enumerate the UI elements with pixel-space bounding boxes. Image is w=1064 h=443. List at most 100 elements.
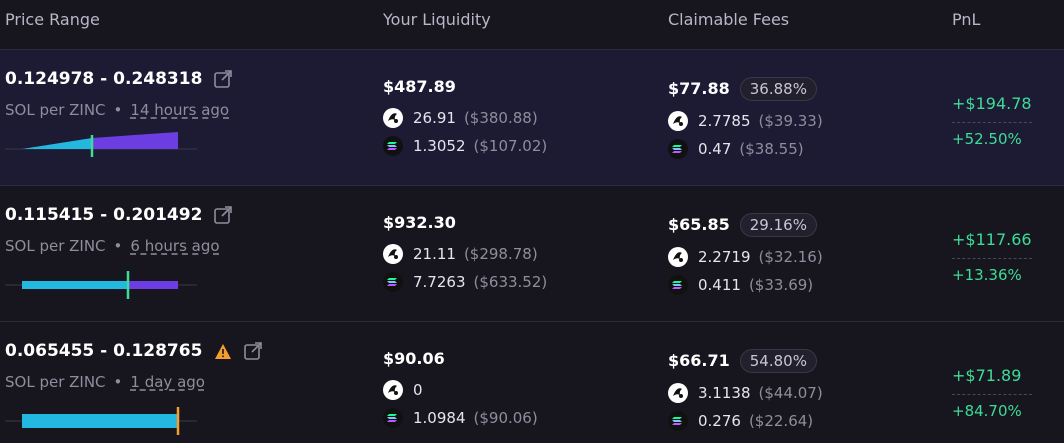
amount: 2.2719	[698, 248, 751, 266]
position-row: 0.115415 - 0.201492 SOL per ZINC • 6 hours …	[0, 185, 1064, 322]
zinc-icon	[383, 380, 403, 400]
token-text: 0.47 ($38.55)	[698, 140, 804, 158]
column-header: PnL	[952, 10, 981, 29]
token-text: 7.7263 ($633.52)	[413, 273, 547, 291]
amount: 21.11	[413, 245, 456, 263]
token-text: 0.276 ($22.64)	[698, 412, 813, 430]
token-text: 1.3052 ($107.02)	[413, 137, 547, 155]
usd-value: ($38.55)	[739, 140, 804, 158]
token-amount: 0	[383, 380, 423, 400]
column-header: Price Range	[5, 10, 100, 29]
age[interactable]: 1 day ago	[130, 373, 205, 391]
zinc-icon	[383, 108, 403, 128]
range-chart	[5, 261, 197, 305]
column-header: Claimable Fees	[668, 10, 790, 29]
token-text: 0.411 ($33.69)	[698, 276, 813, 294]
fees-value: $77.88	[668, 79, 730, 98]
sol-icon	[668, 275, 688, 295]
price-range-text: 0.065455 - 0.128765	[5, 341, 203, 361]
position-row: 0.124978 - 0.248318 SOL per ZINC • 14 hours…	[0, 49, 1064, 186]
price-range-text: 0.115415 - 0.201492	[5, 205, 203, 225]
fee-percent: 36.88%	[739, 77, 817, 101]
fees-total: $65.85 29.16%	[668, 213, 817, 237]
separator: •	[113, 237, 123, 255]
token-amount: 7.7263 ($633.52)	[383, 272, 547, 292]
sol-icon	[668, 139, 688, 159]
amount: 7.7263	[413, 273, 466, 291]
fees-value: $65.85	[668, 215, 730, 234]
usd-value: ($32.16)	[758, 248, 823, 266]
token-text: 2.2719 ($32.16)	[698, 248, 823, 266]
column-header: Your Liquidity	[383, 10, 491, 29]
separator: •	[113, 101, 123, 119]
sol-icon	[383, 136, 403, 156]
external-link[interactable]	[244, 342, 263, 360]
liquidity-value: $487.89	[383, 77, 456, 96]
liquidity-value: $932.30	[383, 213, 456, 232]
token-text: 0	[413, 381, 423, 399]
range-bar	[5, 132, 197, 157]
usd-value: ($33.69)	[748, 276, 814, 294]
amount: 1.0984	[413, 409, 466, 427]
pnl-percent: +13.36%	[952, 266, 1022, 284]
price-range: 0.115415 - 0.201492	[5, 205, 233, 225]
token-amount: 21.11 ($298.78)	[383, 244, 538, 264]
pair-info: SOL per ZINC • 6 hours ago	[5, 237, 220, 255]
pair-info: SOL per ZINC • 1 day ago	[5, 373, 205, 391]
external-link[interactable]	[214, 70, 233, 88]
amount: 0.276	[698, 412, 741, 430]
token-text: 21.11 ($298.78)	[413, 245, 538, 263]
range-chart	[5, 397, 197, 441]
range-bar	[5, 271, 197, 299]
liquidity-total: $90.06	[383, 349, 445, 368]
amount: 2.7785	[698, 112, 751, 130]
external-link[interactable]	[214, 206, 233, 224]
usd-value: ($633.52)	[473, 273, 548, 291]
token-amount: 0.47 ($38.55)	[668, 139, 804, 159]
liquidity-value: $90.06	[383, 349, 445, 368]
token-amount: 2.7785 ($39.33)	[668, 111, 823, 131]
divider	[952, 394, 1032, 395]
pair: SOL per ZINC	[5, 237, 106, 255]
usd-value: ($22.64)	[748, 412, 814, 430]
token-amount: 1.0984 ($90.06)	[383, 408, 538, 428]
amount: 26.91	[413, 109, 456, 127]
warning-icon	[215, 343, 232, 359]
pnl-percent: +52.50%	[952, 130, 1022, 148]
token-text: 1.0984 ($90.06)	[413, 409, 538, 427]
usd-value: ($380.88)	[463, 109, 538, 127]
token-text: 26.91 ($380.88)	[413, 109, 538, 127]
zinc-icon	[383, 244, 403, 264]
pair: SOL per ZINC	[5, 101, 106, 119]
usd-value: ($39.33)	[758, 112, 823, 130]
pnl-value: +$194.78	[952, 94, 1032, 113]
token-amount: 26.91 ($380.88)	[383, 108, 538, 128]
price-range-text: 0.124978 - 0.248318	[5, 69, 203, 89]
sol-icon	[383, 272, 403, 292]
token-text: 3.1138 ($44.07)	[698, 384, 823, 402]
usd-value: ($90.06)	[473, 409, 538, 427]
token-amount: 1.3052 ($107.02)	[383, 136, 547, 156]
zinc-icon	[668, 383, 688, 403]
fee-percent: 29.16%	[739, 213, 817, 237]
sol-icon	[383, 408, 403, 428]
pnl-value: +$117.66	[952, 230, 1032, 249]
amount: 0.411	[698, 276, 741, 294]
amount: 0	[413, 381, 423, 399]
fees-value: $66.71	[668, 351, 730, 370]
usd-value: ($107.02)	[473, 137, 548, 155]
age[interactable]: 14 hours ago	[130, 101, 230, 119]
amount: 0.47	[698, 140, 732, 158]
pnl-percent: +84.70%	[952, 402, 1022, 420]
range-bar	[5, 407, 197, 435]
usd-value: ($298.78)	[463, 245, 538, 263]
age[interactable]: 6 hours ago	[130, 237, 220, 255]
amount: 1.3052	[413, 137, 466, 155]
liquidity-total: $487.89	[383, 77, 456, 96]
divider	[952, 258, 1032, 259]
token-amount: 0.276 ($22.64)	[668, 411, 813, 431]
separator: •	[113, 373, 123, 391]
zinc-icon	[668, 111, 688, 131]
fees-total: $77.88 36.88%	[668, 77, 817, 101]
